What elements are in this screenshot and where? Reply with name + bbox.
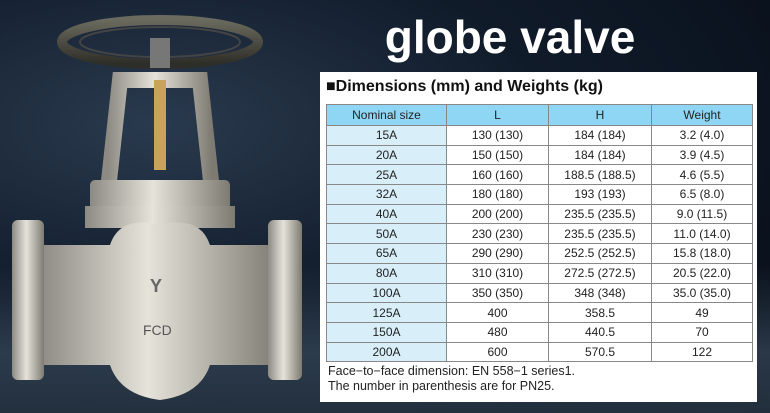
cell-nominal-size: 15A [326,125,447,146]
cell-l: 600 [446,341,549,363]
cell-nominal-size: 80A [326,262,447,284]
cell-h: 272.5 (272.5) [548,262,652,284]
table-row: 65A 290 (290) 252.5 (252.5) 15.8 (18.0) [326,243,753,264]
cell-nominal-size: 150A [326,321,447,343]
cell-nominal-size: 65A [326,243,447,264]
cell-h: 188.5 (188.5) [548,164,652,186]
cell-l: 480 [446,321,549,343]
cell-nominal-size: 100A [326,282,447,304]
cell-weight: 4.6 (5.5) [651,164,753,186]
cell-h: 252.5 (252.5) [548,243,652,264]
cell-l: 310 (310) [446,262,549,284]
cell-l: 200 (200) [446,203,549,225]
table-row: 15A 130 (130) 184 (184) 3.2 (4.0) [326,125,753,146]
globe-valve-image: FCD Y [12,15,302,400]
cell-h: 358.5 [548,302,652,323]
cell-h: 235.5 (235.5) [548,203,652,225]
cell-nominal-size: 20A [326,144,447,166]
cell-weight: 9.0 (11.5) [651,203,753,225]
cell-l: 230 (230) [446,223,549,245]
header-l: L [446,104,549,126]
dimensions-table: Nominal size L H Weight 15A 130 (130) 184 … [326,104,753,363]
table-row: 125A 400 358.5 49 [326,302,753,323]
cell-nominal-size: 40A [326,203,447,225]
table-row: 80A 310 (310) 272.5 (272.5) 20.5 (22.0) [326,262,753,284]
table-row: 32A 180 (180) 193 (193) 6.5 (8.0) [326,184,753,205]
cell-weight: 3.2 (4.0) [651,125,753,146]
note-face-to-face: Face−to−face dimension: EN 558−1 series1… [328,364,576,378]
cell-weight: 35.0 (35.0) [651,282,753,304]
table-header-row: Nominal size L H Weight [326,104,753,126]
cell-h: 184 (184) [548,125,652,146]
cell-h: 184 (184) [548,144,652,166]
valve-marking-logo: Y [150,276,162,296]
table-row: 100A 350 (350) 348 (348) 35.0 (35.0) [326,282,753,304]
cell-weight: 6.5 (8.0) [651,184,753,205]
header-nominal-size: Nominal size [326,104,447,126]
table-row: 40A 200 (200) 235.5 (235.5) 9.0 (11.5) [326,203,753,225]
cell-l: 350 (350) [446,282,549,304]
cell-h: 235.5 (235.5) [548,223,652,245]
table-row: 150A 480 440.5 70 [326,321,753,343]
dimensions-panel: ■Dimensions (mm) and Weights (kg) Nomina… [320,72,757,402]
cell-nominal-size: 200A [326,341,447,363]
cell-weight: 11.0 (14.0) [651,223,753,245]
cell-l: 150 (150) [446,144,549,166]
cell-weight: 20.5 (22.0) [651,262,753,284]
cell-weight: 122 [651,341,753,363]
panel-title: ■Dimensions (mm) and Weights (kg) [326,78,603,95]
cell-h: 348 (348) [548,282,652,304]
cell-h: 440.5 [548,321,652,343]
table-row: 50A 230 (230) 235.5 (235.5) 11.0 (14.0) [326,223,753,245]
page-title: globe valve [384,11,636,63]
cell-weight: 3.9 (4.5) [651,144,753,166]
cell-l: 130 (130) [446,125,549,146]
note-pn25: The number in parenthesis are for PN25. [328,379,555,393]
table-row: 200A 600 570.5 122 [326,341,753,363]
cell-l: 160 (160) [446,164,549,186]
cell-weight: 15.8 (18.0) [651,243,753,264]
cell-h: 193 (193) [548,184,652,205]
cell-weight: 49 [651,302,753,323]
cell-nominal-size: 125A [326,302,447,323]
cell-h: 570.5 [548,341,652,363]
cell-l: 290 (290) [446,243,549,264]
cell-nominal-size: 32A [326,184,447,205]
notes: Face−to−face dimension: EN 558−1 series1… [328,364,575,394]
cell-weight: 70 [651,321,753,343]
cell-l: 400 [446,302,549,323]
table-row: 25A 160 (160) 188.5 (188.5) 4.6 (5.5) [326,164,753,186]
cell-l: 180 (180) [446,184,549,205]
cell-nominal-size: 50A [326,223,447,245]
cell-nominal-size: 25A [326,164,447,186]
valve-marking-fcd: FCD [143,322,172,338]
header-h: H [548,104,652,126]
table-row: 20A 150 (150) 184 (184) 3.9 (4.5) [326,144,753,166]
header-weight: Weight [651,104,753,126]
